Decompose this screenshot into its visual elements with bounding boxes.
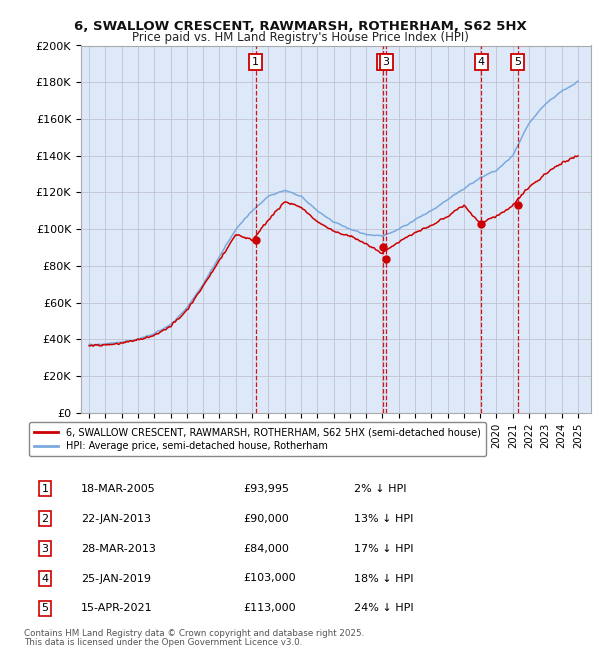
Text: 15-APR-2021: 15-APR-2021 <box>81 603 152 614</box>
Text: 1: 1 <box>41 484 49 494</box>
Text: 17% ↓ HPI: 17% ↓ HPI <box>354 543 413 554</box>
Text: 2: 2 <box>41 514 49 524</box>
Text: 3: 3 <box>41 543 49 554</box>
Text: 4: 4 <box>41 573 49 584</box>
Text: 1: 1 <box>252 57 259 67</box>
Text: 28-MAR-2013: 28-MAR-2013 <box>81 543 156 554</box>
Text: Price paid vs. HM Land Registry's House Price Index (HPI): Price paid vs. HM Land Registry's House … <box>131 31 469 44</box>
Text: 18% ↓ HPI: 18% ↓ HPI <box>354 573 413 584</box>
Text: 3: 3 <box>383 57 389 67</box>
Text: £90,000: £90,000 <box>243 514 289 524</box>
Text: 5: 5 <box>514 57 521 67</box>
Text: £84,000: £84,000 <box>243 543 289 554</box>
Text: 2% ↓ HPI: 2% ↓ HPI <box>354 484 407 494</box>
Text: 25-JAN-2019: 25-JAN-2019 <box>81 573 151 584</box>
Text: £103,000: £103,000 <box>243 573 296 584</box>
Text: 5: 5 <box>41 603 49 614</box>
Text: Contains HM Land Registry data © Crown copyright and database right 2025.: Contains HM Land Registry data © Crown c… <box>24 629 364 638</box>
Text: 18-MAR-2005: 18-MAR-2005 <box>81 484 156 494</box>
Text: 13% ↓ HPI: 13% ↓ HPI <box>354 514 413 524</box>
Legend: 6, SWALLOW CRESCENT, RAWMARSH, ROTHERHAM, S62 5HX (semi-detached house), HPI: Av: 6, SWALLOW CRESCENT, RAWMARSH, ROTHERHAM… <box>29 422 485 456</box>
Text: 22-JAN-2013: 22-JAN-2013 <box>81 514 151 524</box>
Text: £113,000: £113,000 <box>243 603 296 614</box>
Text: This data is licensed under the Open Government Licence v3.0.: This data is licensed under the Open Gov… <box>24 638 302 647</box>
Text: 2: 2 <box>380 57 387 67</box>
Text: 24% ↓ HPI: 24% ↓ HPI <box>354 603 413 614</box>
Text: £93,995: £93,995 <box>243 484 289 494</box>
Text: 6, SWALLOW CRESCENT, RAWMARSH, ROTHERHAM, S62 5HX: 6, SWALLOW CRESCENT, RAWMARSH, ROTHERHAM… <box>74 20 526 32</box>
Text: 4: 4 <box>478 57 485 67</box>
